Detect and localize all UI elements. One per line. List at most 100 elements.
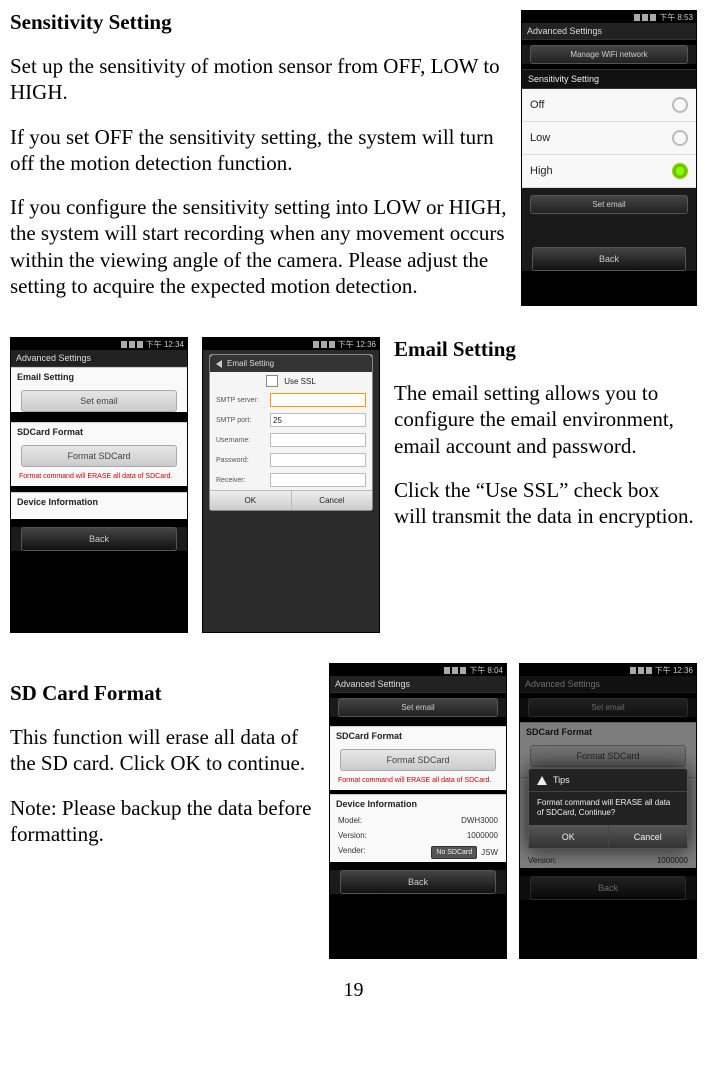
status-time: 下午 12:34 [146, 339, 184, 350]
receiver-input[interactable] [270, 473, 366, 487]
username-label: Username: [216, 437, 266, 444]
format-sdcard-button[interactable]: Format SDCard [530, 745, 686, 767]
smtp-server-label: SMTP server: [216, 397, 266, 404]
panel: Set email Back [522, 188, 696, 271]
panel: Back [11, 527, 187, 551]
back-button[interactable]: Back [530, 876, 686, 900]
username-input[interactable] [270, 433, 366, 447]
cancel-button[interactable]: Cancel [608, 825, 688, 848]
manage-wifi-button[interactable]: Manage WiFi network [530, 45, 688, 64]
device-info-header: Device Information [11, 493, 187, 511]
sdcard-p1: This function will erase all data of the… [10, 724, 317, 777]
smtp-port-input[interactable]: 25 [270, 413, 366, 427]
password-row: Password: [210, 450, 372, 470]
tips-body: Format command will ERASE all data of SD… [529, 792, 687, 825]
signal-icons [634, 14, 656, 21]
set-email-button[interactable]: Set email [21, 390, 177, 412]
email-dialog-title: Email Setting [210, 355, 372, 372]
section-sdcard: SD Card Format This function will erase … [10, 663, 697, 959]
password-input[interactable] [270, 453, 366, 467]
model-row: Model:DWH3000 [330, 813, 506, 828]
status-time: 下午 8:53 [659, 12, 693, 23]
status-bar: 下午 8:53 [522, 11, 696, 23]
email-setting-header: Email Setting [11, 368, 187, 386]
screen-title: Advanced Settings [11, 350, 187, 367]
set-email-button[interactable]: Set email [338, 698, 498, 717]
sdcard-text-col: SD Card Format This function will erase … [10, 663, 317, 865]
page-number: 19 [10, 979, 697, 1002]
device-info-header: Device Information [330, 795, 506, 813]
device-info-section: Device Information [11, 492, 187, 519]
warning-icon [537, 776, 547, 785]
screenshot-email-pair: 下午 12:34 Advanced Settings Email Setting… [10, 337, 380, 633]
password-label: Password: [216, 457, 266, 464]
checkbox-icon[interactable] [266, 375, 278, 387]
version-row: Version:1000000 [330, 828, 506, 843]
email-setting-section: Email Setting Set email [11, 367, 187, 412]
phone-mock: 下午 8:53 Advanced Settings Manage WiFi ne… [521, 10, 697, 306]
phone-mock: 下午 12:36 Advanced Settings Set email SDC… [519, 663, 697, 959]
cancel-button[interactable]: Cancel [291, 490, 373, 510]
dialog-buttons: OK Cancel [210, 490, 372, 510]
sdcard-heading: SD Card Format [10, 681, 317, 706]
sdcard-header: SDCard Format [520, 723, 696, 741]
status-bar: 下午 12:34 [11, 338, 187, 350]
radio-on-icon [672, 163, 688, 179]
device-info-section: Device Information Model:DWH3000 Version… [330, 794, 506, 862]
use-ssl-row[interactable]: Use SSL [210, 372, 372, 390]
use-ssl-label: Use SSL [284, 377, 316, 386]
screen-title: Advanced Settings [522, 23, 696, 40]
format-sdcard-button[interactable]: Format SDCard [340, 749, 496, 771]
status-bar: 下午 8:04 [330, 664, 506, 676]
phone-mock: 下午 12:36 Email Setting Use SSL SMTP serv… [202, 337, 380, 633]
option-high-label: High [530, 165, 553, 177]
sdcard-header: SDCard Format [330, 727, 506, 745]
set-email-button[interactable]: Set email [528, 698, 688, 717]
status-time: 下午 12:36 [655, 665, 693, 676]
no-sdcard-chip: No SDCard [431, 846, 477, 859]
sdcard-header: SDCard Format [11, 423, 187, 441]
format-warning: Format command will ERASE all data of SD… [330, 775, 506, 790]
email-dialog: Email Setting Use SSL SMTP server: SMTP … [209, 354, 373, 511]
screen-title: Advanced Settings [520, 676, 696, 693]
panel: Manage WiFi network [522, 45, 696, 64]
back-button[interactable]: Back [340, 870, 496, 894]
username-row: Username: [210, 430, 372, 450]
section-sensitivity: 下午 8:53 Advanced Settings Manage WiFi ne… [10, 10, 697, 317]
status-bar: 下午 12:36 [203, 338, 379, 350]
phone-mock: 下午 8:04 Advanced Settings Set email SDCa… [329, 663, 507, 959]
tips-dialog: Tips Format command will ERASE all data … [528, 768, 688, 849]
option-low-label: Low [530, 132, 550, 144]
option-off-label: Off [530, 99, 544, 111]
tips-title-row: Tips [529, 769, 687, 792]
screenshot-sensitivity: 下午 8:53 Advanced Settings Manage WiFi ne… [521, 10, 697, 306]
tips-title: Tips [553, 775, 570, 785]
receiver-row: Receiver: [210, 470, 372, 490]
back-arrow-icon[interactable] [216, 360, 222, 368]
option-off[interactable]: Off [522, 89, 696, 122]
smtp-port-row: SMTP port: 25 [210, 410, 372, 430]
set-email-button[interactable]: Set email [530, 195, 688, 214]
vender-row: Vender: No SDCard JSW [330, 843, 506, 862]
phone-mock: 下午 12:34 Advanced Settings Email Setting… [10, 337, 188, 633]
sensitivity-label: Sensitivity Setting [522, 69, 696, 89]
smtp-port-label: SMTP port: [216, 417, 266, 424]
format-sdcard-button[interactable]: Format SDCard [21, 445, 177, 467]
tips-buttons: OK Cancel [529, 825, 687, 848]
option-low[interactable]: Low [522, 122, 696, 155]
option-high[interactable]: High [522, 155, 696, 188]
back-button[interactable]: Back [21, 527, 177, 551]
smtp-server-input[interactable] [270, 393, 366, 407]
smtp-server-row: SMTP server: [210, 390, 372, 410]
status-time: 下午 12:36 [338, 339, 376, 350]
dialog-title-text: Email Setting [227, 359, 274, 368]
radio-off-icon [672, 97, 688, 113]
sdcard-p2: Note: Please backup the data before form… [10, 795, 317, 848]
radio-off-icon [672, 130, 688, 146]
ok-button[interactable]: OK [210, 490, 291, 510]
screen-title: Advanced Settings [330, 676, 506, 693]
ok-button[interactable]: OK [529, 825, 608, 848]
sdcard-section: SDCard Format Format SDCard Format comma… [11, 422, 187, 486]
status-bar: 下午 12:36 [520, 664, 696, 676]
back-button[interactable]: Back [532, 247, 686, 271]
